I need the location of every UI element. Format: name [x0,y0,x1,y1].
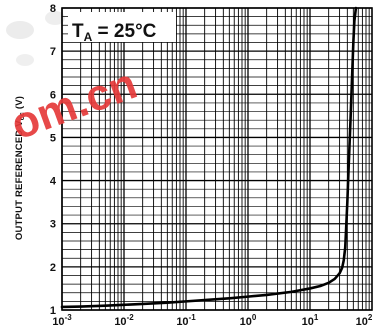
annotation-prefix: T [72,21,84,42]
x-tick-label: 10-3 [52,313,72,328]
watermark-text: om.cn [5,59,144,149]
x-tick-base: 10 [176,316,188,328]
x-tick-base: 10 [356,316,368,328]
x-axis-ticks: 10-3 10-2 10-1 100 101 102 [52,313,373,328]
y-tick-label: 1 [50,305,56,317]
x-tick-exponent: -2 [127,313,135,322]
plot-grid [61,7,372,311]
x-tick-base: 10 [114,316,126,328]
x-tick-exponent: -1 [189,313,197,322]
annotation-rest: = 25°C [92,21,156,42]
x-tick-label: 101 [302,313,319,328]
y-tick-label: 4 [50,176,57,188]
y-tick-label: 6 [50,89,56,101]
x-tick-base: 10 [240,316,252,328]
y-axis-ticks: 1 2 3 4 5 6 7 8 [50,3,57,317]
x-tick-label: 102 [356,313,373,328]
y-tick-label: 5 [50,132,56,144]
watermark-background [6,11,65,66]
y-tick-label: 3 [50,219,56,231]
plot-frame [61,7,373,311]
y-axis-label-unit: (V) [14,96,25,112]
svg-text:TA = 25°C: TA = 25°C [72,21,157,44]
annotation-sub: A [84,30,93,44]
x-tick-base: 10 [302,316,314,328]
y-axis-label-sub: cc [19,112,26,120]
series-group [60,6,358,309]
series-line-0 [60,6,358,309]
x-tick-label: 100 [240,313,257,328]
annotation-box: TA = 25°C [68,12,176,44]
y-axis-label-main: OUTPUT REFERENCED V [14,120,25,240]
x-tick-base: 10 [52,316,64,328]
x-tick-exponent: -3 [65,313,73,322]
y-tick-label: 7 [50,46,56,58]
x-tick-exponent: 0 [252,313,257,322]
x-tick-exponent: 1 [314,313,319,322]
y-axis-label: OUTPUT REFERENCED Vcc (V) [14,96,26,240]
x-tick-exponent: 2 [368,313,373,322]
y-tick-label: 8 [50,3,56,15]
x-tick-label: 10-1 [176,313,196,328]
y-tick-label: 2 [50,262,56,274]
x-tick-label: 10-2 [114,313,134,328]
